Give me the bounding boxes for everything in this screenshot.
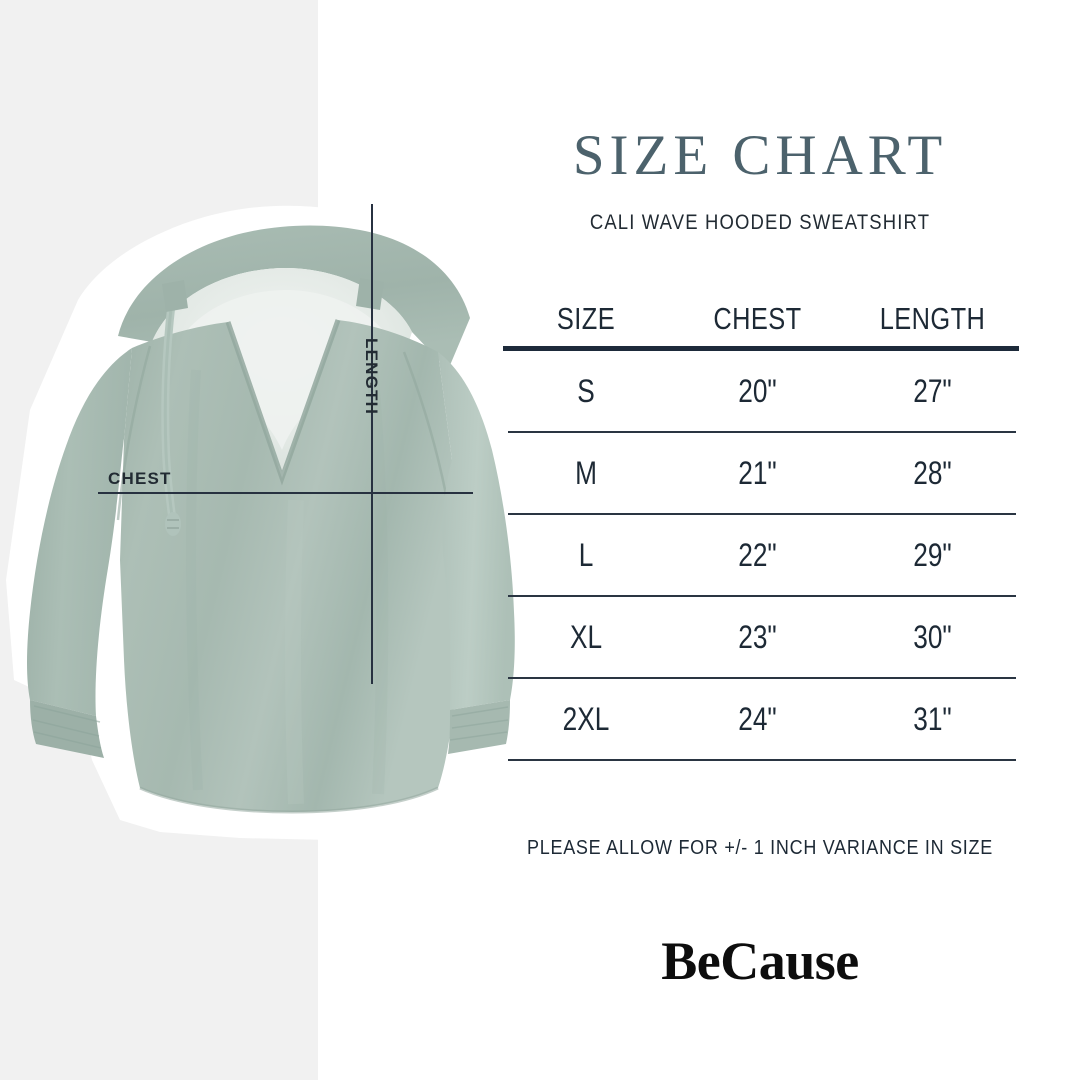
header-divider: [503, 346, 1019, 351]
neckline: [225, 319, 341, 486]
table-row: S 20" 27": [502, 351, 1020, 431]
page-subtitle: CALI WAVE HOODED SWEATSHIRT: [589, 211, 931, 234]
cell-length: 31": [913, 701, 952, 737]
cell-size: 2XL: [562, 701, 610, 737]
cell-length: 27": [913, 373, 952, 409]
table-row: 2XL 24" 31": [502, 679, 1020, 759]
column-header-size: SIZE: [556, 300, 616, 336]
cell-chest: 21": [738, 455, 777, 491]
drawstring: [161, 296, 181, 536]
right-sleeve: [438, 352, 515, 754]
hood: [118, 225, 470, 370]
cell-length: 30": [913, 619, 952, 655]
hood-tabs: [162, 278, 384, 312]
page-title: SIZE CHART: [572, 124, 948, 187]
cell-size: S: [577, 373, 595, 409]
cell-size: L: [578, 537, 594, 573]
cell-length: 29": [913, 537, 952, 573]
cell-size: M: [575, 455, 597, 491]
cell-chest: 22": [738, 537, 777, 573]
cell-chest: 24": [738, 701, 777, 737]
cell-length: 28": [913, 455, 952, 491]
row-divider: [508, 759, 1016, 761]
row-divider: [508, 431, 1016, 433]
row-divider: [508, 595, 1016, 597]
brand-logo: BeCause: [661, 931, 859, 991]
chart-panel: SIZE CHART CALI WAVE HOODED SWEATSHIRT S…: [500, 0, 1040, 1080]
table-row: XL 23" 30": [502, 597, 1020, 677]
hoodie-svg: [6, 205, 528, 841]
garment-illustration: [0, 160, 540, 880]
cell-size: XL: [569, 619, 603, 655]
cell-chest: 23": [738, 619, 777, 655]
row-divider: [508, 513, 1016, 515]
column-header-length: LENGTH: [879, 300, 986, 336]
variance-note: PLEASE ALLOW FOR +/- 1 INCH VARIANCE IN …: [527, 837, 993, 859]
table-row: M 21" 28": [502, 433, 1020, 513]
garment-body: [120, 320, 460, 814]
table-header-row: SIZE CHEST LENGTH: [502, 290, 1020, 346]
size-table: SIZE CHEST LENGTH S 20" 27" M 21" 28" L …: [502, 290, 1020, 761]
row-divider: [508, 677, 1016, 679]
cell-chest: 20": [738, 373, 777, 409]
column-header-chest: CHEST: [713, 300, 802, 336]
table-row: L 22" 29": [502, 515, 1020, 595]
left-sleeve: [27, 348, 132, 758]
